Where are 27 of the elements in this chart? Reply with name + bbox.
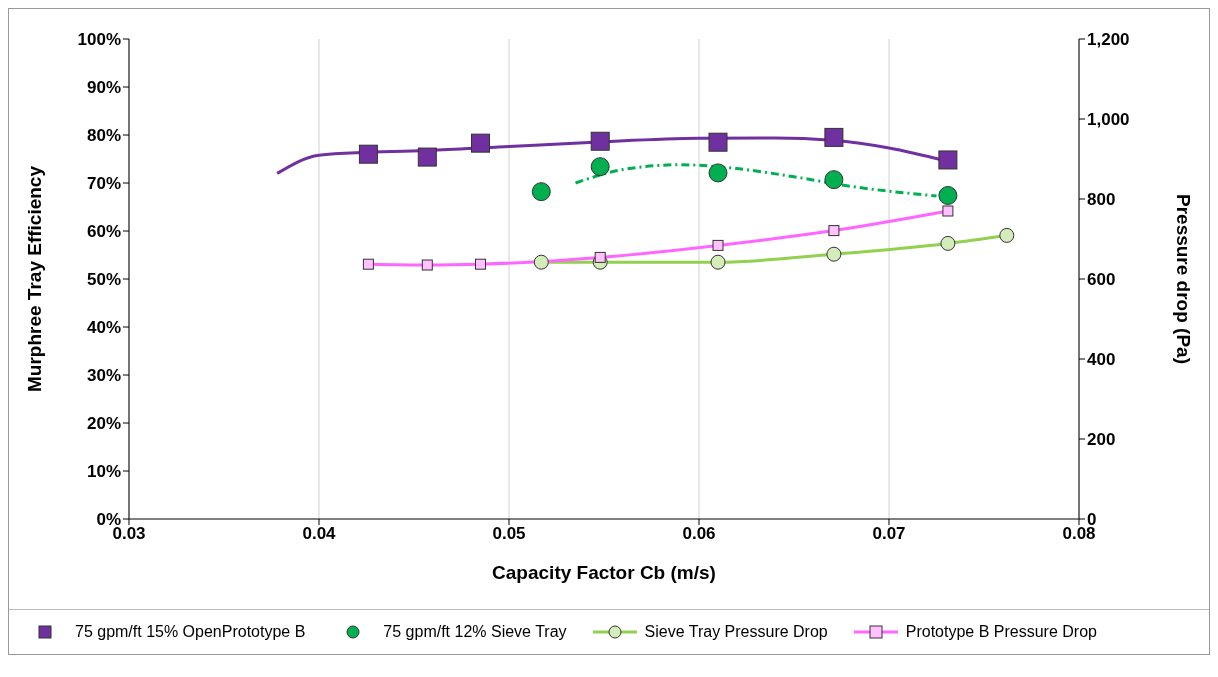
y2-tick-label: 1,000 [1087, 110, 1130, 130]
x-axis-title: Capacity Factor Cb (m/s) [492, 562, 716, 583]
y2-tick-label: 600 [1087, 270, 1116, 290]
y-tick-label: 80% [86, 126, 121, 146]
x-tick-label: 0.06 [682, 524, 716, 544]
legend-label: Prototype B Pressure Drop [905, 623, 1097, 641]
y-tick-label: 40% [86, 318, 121, 338]
x-tick-label: 0.07 [872, 524, 906, 544]
legend-label: Sieve Tray Pressure Drop [644, 623, 828, 641]
y2-axis-title: Pressure drop (Pa) [1173, 194, 1195, 364]
y-tick-label: 60% [86, 222, 121, 242]
legend-label: 75 gpm/ft 15% OpenPrototype B [75, 623, 306, 641]
legend-label: 75 gpm/ft 12% Sieve Tray [383, 623, 567, 641]
y2-tick-label: 400 [1087, 350, 1116, 370]
x-tick-label: 0.04 [302, 524, 337, 544]
y2-tick-label: 200 [1087, 430, 1116, 450]
y-tick-label: 30% [86, 366, 121, 386]
y2-tick-label: 1,200 [1087, 30, 1130, 50]
y-tick-label: 90% [86, 78, 121, 98]
y-tick-label: 20% [86, 414, 121, 434]
y-tick-label: 100% [77, 30, 121, 50]
y2-tick-label: 800 [1087, 190, 1116, 210]
y-tick-label: 70% [86, 174, 121, 194]
y-tick-label: 50% [86, 270, 121, 290]
x-tick-label: 0.05 [492, 524, 526, 544]
y-tick-label: 10% [86, 462, 121, 482]
y-axis-title: Murphree Tray Efficiency [23, 165, 45, 392]
